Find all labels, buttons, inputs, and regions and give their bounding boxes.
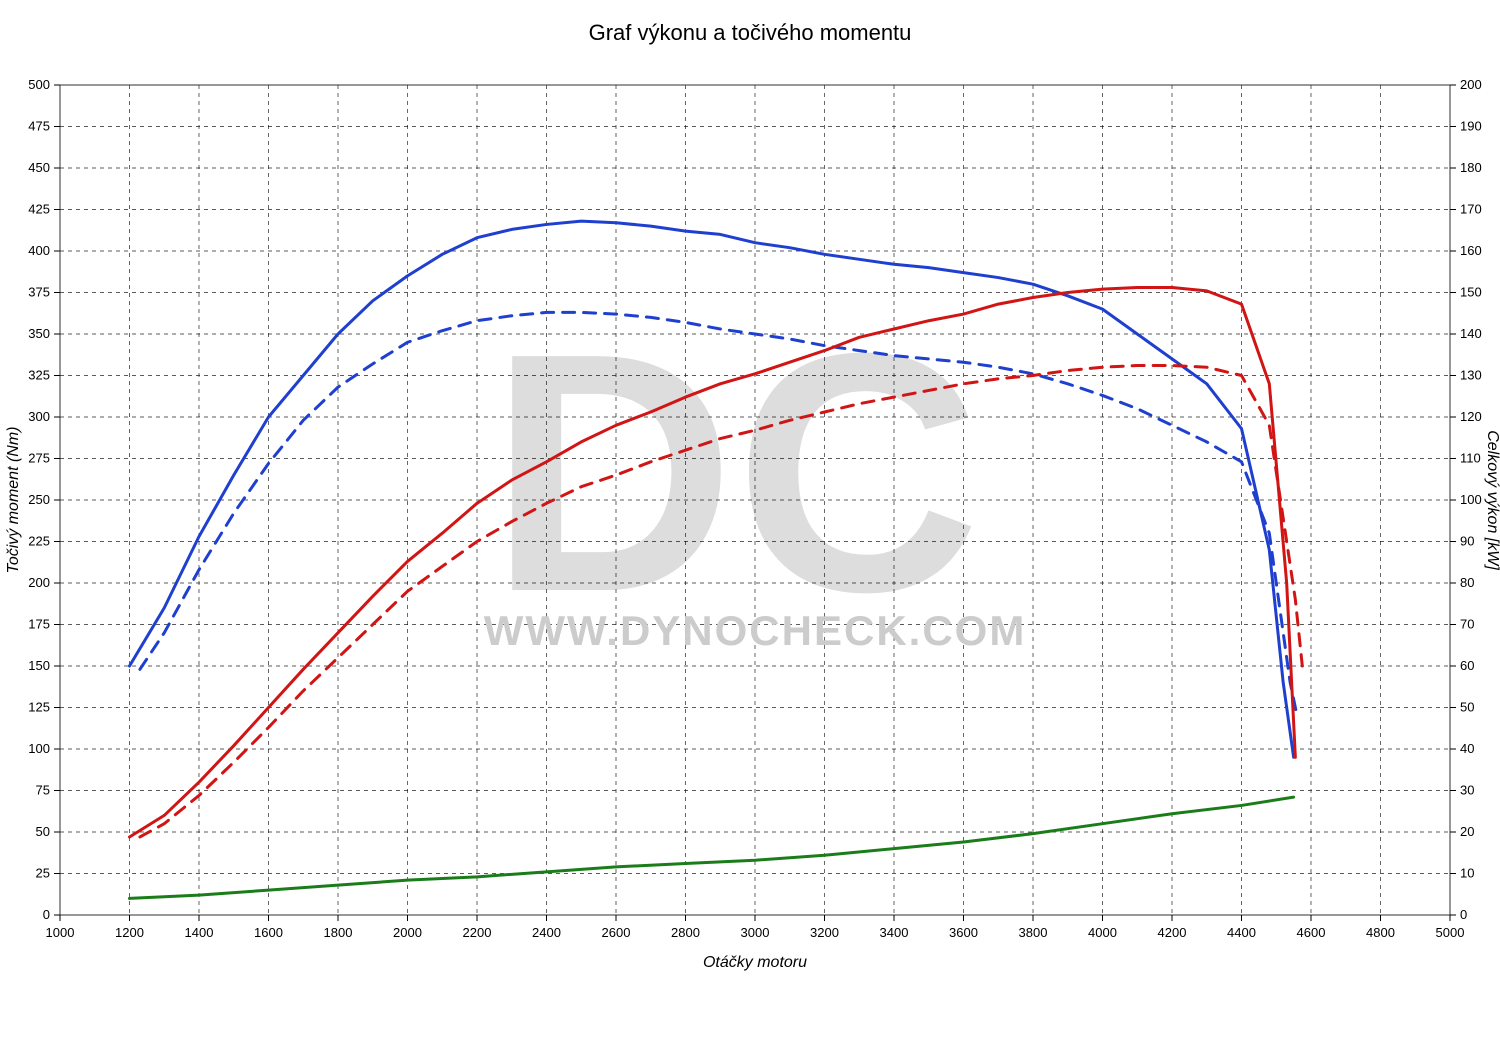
y2-tick-label: 180	[1460, 160, 1482, 175]
y2-tick-label: 160	[1460, 243, 1482, 258]
y1-tick-label: 0	[43, 907, 50, 922]
y1-tick-label: 225	[28, 534, 50, 549]
y1-tick-label: 175	[28, 617, 50, 632]
y2-tick-label: 190	[1460, 119, 1482, 134]
y2-tick-label: 80	[1460, 575, 1474, 590]
x-tick-label: 3800	[1019, 925, 1048, 940]
y1-tick-label: 500	[28, 77, 50, 92]
y2-tick-label: 130	[1460, 368, 1482, 383]
watermark-text: DC	[489, 283, 980, 663]
y1-tick-label: 325	[28, 368, 50, 383]
y1-tick-label: 275	[28, 451, 50, 466]
chart-title: Graf výkonu a točivého momentu	[589, 20, 912, 45]
x-tick-label: 4800	[1366, 925, 1395, 940]
y2-tick-label: 200	[1460, 77, 1482, 92]
y1-tick-label: 100	[28, 741, 50, 756]
y1-tick-label: 75	[36, 783, 50, 798]
x-tick-label: 4200	[1158, 925, 1187, 940]
x-tick-label: 2000	[393, 925, 422, 940]
y2-axis-label: Celkový výkon [kW]	[1484, 430, 1500, 570]
y1-tick-label: 450	[28, 160, 50, 175]
x-tick-label: 1600	[254, 925, 283, 940]
x-tick-label: 2800	[671, 925, 700, 940]
chart-svg: DC 0255075100125150175200225250275300325…	[0, 0, 1500, 1041]
watermark-url: WWW.DYNOCHECK.COM	[484, 607, 1027, 654]
y1-tick-label: 425	[28, 202, 50, 217]
y1-tick-label: 375	[28, 285, 50, 300]
y2-tick-label: 50	[1460, 700, 1474, 715]
y1-tick-label: 300	[28, 409, 50, 424]
y2-tick-label: 100	[1460, 492, 1482, 507]
x-tick-label: 5000	[1436, 925, 1465, 940]
x-tick-label: 1800	[324, 925, 353, 940]
x-tick-label: 3000	[741, 925, 770, 940]
y2-tick-label: 140	[1460, 326, 1482, 341]
x-tick-label: 4000	[1088, 925, 1117, 940]
y1-axis-label: Točivý moment (Nm)	[5, 427, 22, 574]
y1-ticks: 0 25 50 75 100 125 150 175 200 225 250 275 300 325 350…	[28, 77, 60, 922]
y2-ticks: 0 10 20 30 40 50 60 70 80 90 100 110 120 130 140 150 160…	[1450, 77, 1482, 922]
y2-tick-label: 40	[1460, 741, 1474, 756]
x-ticks: 1000 1200 1400 1600 1800 2000 2200 2400 2600 2800…	[46, 915, 1465, 940]
x-tick-label: 2200	[463, 925, 492, 940]
y2-tick-label: 0	[1460, 907, 1467, 922]
x-tick-label: 3200	[810, 925, 839, 940]
y2-tick-label: 90	[1460, 534, 1474, 549]
dyno-chart: DC 0255075100125150175200225250275300325…	[0, 0, 1500, 1041]
y1-tick-label: 50	[36, 824, 50, 839]
y1-tick-label: 250	[28, 492, 50, 507]
y2-tick-label: 120	[1460, 409, 1482, 424]
y2-tick-label: 30	[1460, 783, 1474, 798]
x-tick-label: 3400	[880, 925, 909, 940]
x-tick-label: 2400	[532, 925, 561, 940]
x-tick-label: 1400	[185, 925, 214, 940]
y1-tick-label: 350	[28, 326, 50, 341]
y2-tick-label: 110	[1460, 451, 1481, 466]
y1-tick-label: 400	[28, 243, 50, 258]
y1-tick-label: 475	[28, 119, 50, 134]
x-tick-label: 2600	[602, 925, 631, 940]
y2-tick-label: 20	[1460, 824, 1474, 839]
y2-tick-label: 10	[1460, 866, 1474, 881]
y1-tick-label: 150	[28, 658, 50, 673]
y2-tick-label: 70	[1460, 617, 1474, 632]
watermark: DC	[489, 283, 980, 663]
y1-tick-label: 125	[28, 700, 50, 715]
x-tick-label: 3600	[949, 925, 978, 940]
y2-tick-label: 60	[1460, 658, 1474, 673]
y2-tick-label: 150	[1460, 285, 1482, 300]
x-tick-label: 1000	[46, 925, 75, 940]
y1-tick-label: 25	[36, 866, 50, 881]
x-tick-label: 1200	[115, 925, 144, 940]
series-losses	[130, 797, 1294, 898]
x-tick-label: 4400	[1227, 925, 1256, 940]
y2-tick-label: 170	[1460, 202, 1482, 217]
y1-tick-label: 200	[28, 575, 50, 590]
x-axis-label: Otáčky motoru	[703, 954, 807, 971]
x-tick-label: 4600	[1297, 925, 1326, 940]
